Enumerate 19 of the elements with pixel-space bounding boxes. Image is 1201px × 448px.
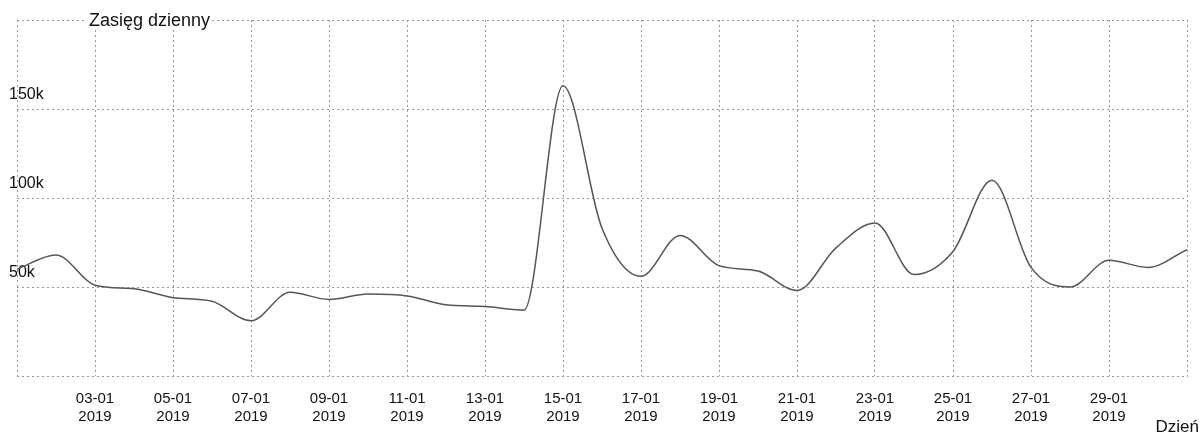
x-axis-title: Dzień	[1155, 417, 1199, 436]
y-tick-label: 150k	[9, 85, 45, 103]
x-tick-label: 17-01 2019	[621, 389, 661, 425]
x-tick-label: 23-01 2019	[855, 389, 895, 425]
x-tick-label: 07-01 2019	[231, 389, 271, 425]
y-tick-label: 50k	[9, 263, 36, 281]
y-tick-label: 100k	[9, 174, 45, 192]
x-tick-label: 25-01 2019	[933, 389, 973, 425]
y-axis-title: Zasięg dzienny	[89, 10, 211, 30]
x-tick-label: 21-01 2019	[777, 389, 817, 425]
x-tick-label: 13-01 2019	[465, 389, 505, 425]
x-tick-label: 27-01 2019	[1011, 389, 1051, 425]
x-tick-label: 29-01 2019	[1089, 389, 1129, 425]
x-tick-label: 15-01 2019	[543, 389, 583, 425]
x-tick-label: 09-01 2019	[309, 389, 349, 425]
x-tick-label: 11-01 2019	[388, 389, 426, 425]
x-tick-label: 19-01 2019	[699, 389, 739, 425]
x-tick-label: 03-01 2019	[75, 389, 115, 425]
x-tick-label: 05-01 2019	[153, 389, 193, 425]
